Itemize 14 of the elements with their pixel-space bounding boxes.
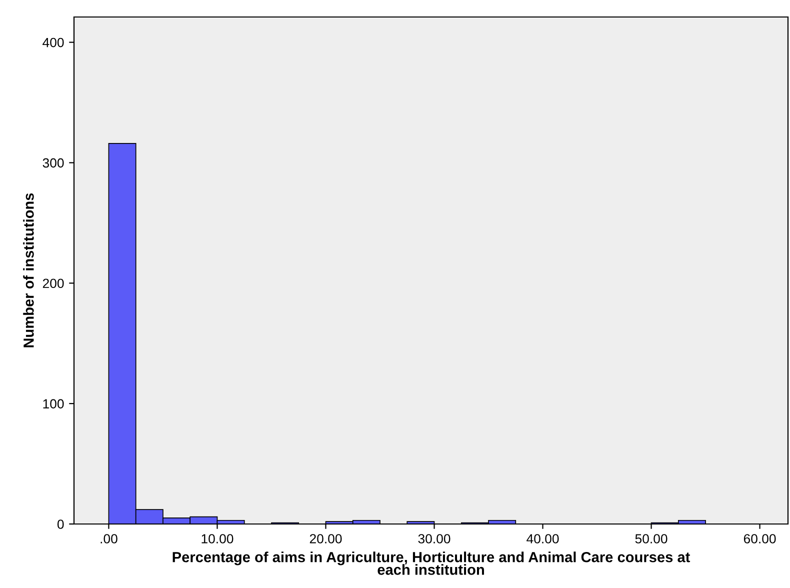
x-tick-label: 30.00: [418, 534, 450, 544]
x-tick-label: 60.00: [744, 534, 776, 544]
x-tick-label: 40.00: [526, 534, 559, 544]
x-tick-label: 20.00: [310, 534, 342, 544]
x-tick-label: .00: [100, 534, 118, 544]
y-tick-label: 300: [42, 158, 64, 168]
y-tick-label: 400: [42, 38, 64, 48]
x-tick-label: 10.00: [202, 534, 234, 544]
y-tick-label: 0: [57, 520, 64, 529]
y-axis-title: Number of institutions: [23, 193, 34, 348]
x-tick-label: 50.00: [635, 534, 668, 544]
y-tick-label: 200: [42, 278, 64, 288]
y-tick-label: 100: [43, 399, 64, 408]
x-axis-title: Percentage of aims in Agriculture, Horticulture and Animal Care courses at each institution: [172, 552, 690, 575]
